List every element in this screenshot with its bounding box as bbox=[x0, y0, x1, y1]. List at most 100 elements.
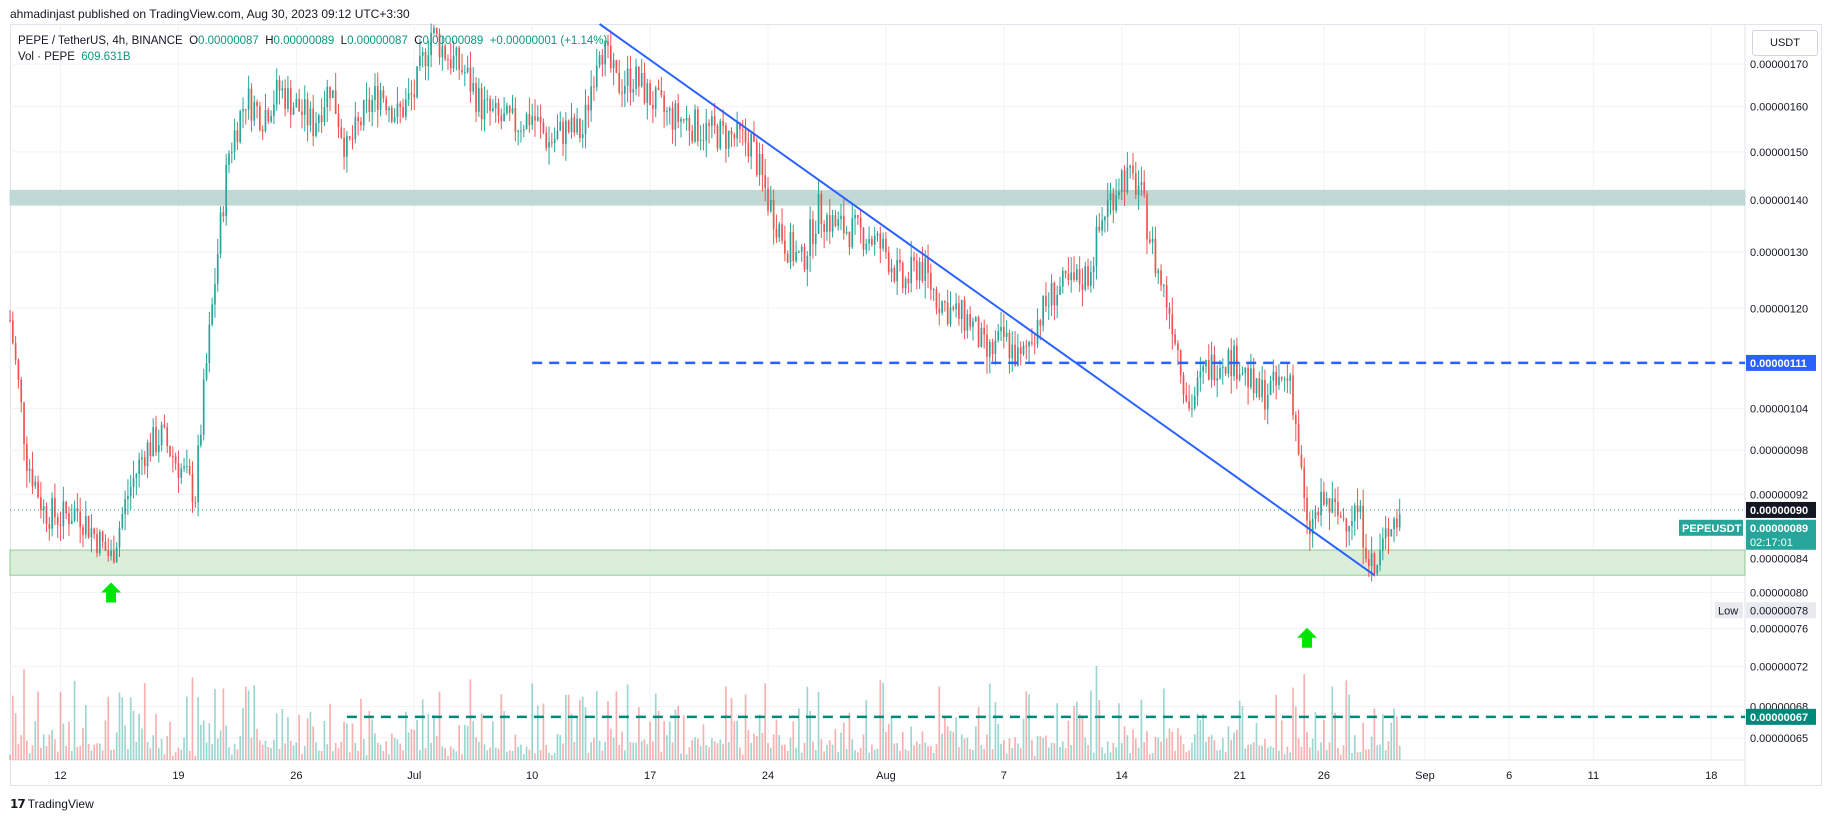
candle-body bbox=[851, 218, 854, 248]
volume-bar bbox=[1337, 748, 1339, 760]
x-tick-label: 10 bbox=[526, 770, 538, 782]
volume-bar bbox=[716, 743, 719, 760]
volume-bar bbox=[1112, 742, 1115, 760]
candle-body bbox=[1106, 199, 1109, 217]
candle-body bbox=[570, 117, 573, 133]
candle-body bbox=[1365, 547, 1367, 560]
volume-bar bbox=[915, 741, 918, 760]
volume-bar bbox=[772, 734, 775, 760]
volume-bar bbox=[548, 752, 550, 760]
candle-body bbox=[879, 233, 882, 249]
candle-body bbox=[357, 117, 359, 122]
candle-body bbox=[1390, 529, 1393, 537]
candle-body bbox=[264, 109, 267, 132]
candle-body bbox=[643, 73, 646, 103]
candle-body bbox=[360, 121, 362, 126]
candle-body bbox=[306, 99, 309, 126]
volume-bar bbox=[433, 714, 435, 760]
candle-body bbox=[180, 468, 183, 478]
volume-bar bbox=[553, 753, 556, 760]
volume-bar bbox=[761, 732, 764, 760]
volume-bar bbox=[121, 697, 124, 760]
volume-bar bbox=[225, 725, 228, 760]
currency-selector[interactable]: USDT bbox=[1752, 30, 1818, 56]
candle-body bbox=[1300, 454, 1303, 468]
up-arrow-marker bbox=[101, 582, 122, 603]
volume-bar bbox=[14, 713, 17, 760]
volume-bar bbox=[107, 696, 110, 760]
candle-body bbox=[101, 531, 104, 542]
volume-bar bbox=[927, 746, 929, 760]
ohlc-legend[interactable]: PEPE / TetherUS, 4h, BINANCE O0.00000087… bbox=[18, 35, 607, 47]
candle-body bbox=[98, 531, 101, 554]
y-tick-label: 0.00000150 bbox=[1750, 147, 1808, 159]
candle-body bbox=[1342, 517, 1345, 519]
candle-body bbox=[514, 107, 517, 132]
candle-body bbox=[885, 238, 887, 253]
candle-body bbox=[1123, 170, 1126, 192]
candle-body bbox=[660, 89, 663, 96]
volume-bar bbox=[1028, 694, 1030, 760]
volume-bar bbox=[1168, 728, 1171, 760]
candle-body bbox=[1317, 511, 1320, 516]
candle-body bbox=[520, 130, 522, 132]
y-tick-label: 0.00000140 bbox=[1750, 195, 1808, 207]
candle-body bbox=[1367, 559, 1370, 567]
tradingview-logo[interactable]: 𝟭𝟳 TradingView bbox=[10, 797, 94, 811]
volume-bar bbox=[615, 691, 618, 760]
volume-bar bbox=[775, 719, 778, 760]
volume-bar bbox=[1244, 748, 1247, 760]
candle-body bbox=[927, 258, 929, 273]
volume-bar bbox=[938, 686, 941, 760]
volume-bar bbox=[792, 721, 795, 760]
volume-bar bbox=[831, 744, 834, 760]
candle-body bbox=[668, 108, 671, 111]
candle-body bbox=[413, 94, 416, 98]
volume-bar bbox=[1053, 743, 1056, 760]
candle-body bbox=[615, 60, 618, 73]
volume-legend-label: Vol · PEPE bbox=[18, 51, 75, 63]
volume-bar bbox=[348, 752, 351, 760]
candle-body bbox=[273, 104, 275, 116]
candle-body bbox=[823, 224, 826, 232]
volume-bar bbox=[798, 708, 800, 760]
candle-body bbox=[640, 73, 643, 87]
candle-body bbox=[1151, 238, 1154, 243]
volume-bar bbox=[1219, 749, 1221, 760]
candle-body bbox=[581, 134, 584, 138]
candle-body bbox=[997, 331, 1000, 341]
volume-legend[interactable]: Vol · PEPE 609.631B bbox=[18, 51, 131, 63]
volume-bar bbox=[295, 742, 298, 760]
candle-body bbox=[1031, 341, 1033, 344]
candle-body bbox=[242, 108, 244, 112]
volume-bar bbox=[472, 721, 475, 760]
candle-body bbox=[806, 255, 809, 270]
candle-body bbox=[784, 240, 786, 254]
volume-bar bbox=[1328, 742, 1331, 760]
volume-bar bbox=[579, 699, 581, 760]
candle-body bbox=[419, 55, 421, 67]
candle-body bbox=[427, 55, 430, 67]
volume-bar bbox=[1109, 752, 1112, 760]
candle-body bbox=[497, 102, 500, 116]
candle-body bbox=[1207, 360, 1210, 380]
volume-bar bbox=[1339, 754, 1342, 760]
candle-body bbox=[590, 86, 592, 111]
volume-bar bbox=[180, 749, 183, 760]
candle-body bbox=[817, 194, 820, 234]
volume-bar bbox=[492, 721, 494, 760]
volume-bar bbox=[890, 716, 893, 760]
volume-bar bbox=[1280, 720, 1283, 760]
volume-bar bbox=[101, 750, 104, 760]
volume-bar bbox=[242, 707, 244, 760]
candle-body bbox=[233, 130, 236, 152]
candle-body bbox=[854, 214, 856, 219]
volume-bar bbox=[1367, 749, 1370, 760]
candle-body bbox=[20, 379, 23, 403]
x-tick-label: Jul bbox=[407, 770, 421, 782]
volume-bar bbox=[1087, 744, 1089, 760]
volume-bar bbox=[87, 744, 90, 760]
candle-body bbox=[65, 501, 67, 514]
volume-bar bbox=[1309, 747, 1311, 760]
